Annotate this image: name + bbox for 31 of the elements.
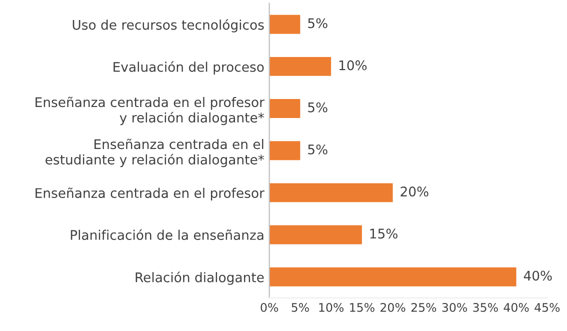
- data-label: 5%: [308, 144, 328, 154]
- x-tick-label: 25%: [411, 302, 436, 312]
- x-tick-label: 15%: [350, 302, 374, 312]
- data-label: 5%: [308, 102, 328, 112]
- data-label: 20%: [400, 186, 428, 197]
- data-label: 40%: [524, 270, 552, 281]
- x-tick-label: 35%: [473, 302, 498, 312]
- data-label: 5%: [308, 18, 328, 28]
- y-tick-label: Enseñanza centrada en el profesor: [36, 188, 264, 201]
- x-tick-label: 0%: [260, 302, 278, 312]
- x-tick-label: 45%: [534, 302, 560, 312]
- y-tick-label: Evaluación del proceso: [114, 61, 264, 74]
- bar: [269, 183, 393, 202]
- x-tick-label: 10%: [319, 302, 344, 312]
- y-tick-label: Uso de recursos tecnológicos: [72, 19, 264, 32]
- x-tick-label: 20%: [380, 302, 406, 312]
- bar: [269, 141, 300, 160]
- y-tick-label: Enseñanza centrada en el profesor y relación dialogante*: [36, 96, 264, 126]
- bar: [269, 14, 300, 34]
- bar: [269, 99, 300, 118]
- x-tick-label: 30%: [442, 302, 468, 312]
- y-tick-label: Planificación de la enseñanza: [70, 229, 264, 240]
- bar: [269, 225, 362, 244]
- x-tick-label: 40%: [504, 302, 529, 312]
- x-tick-label: 5%: [292, 302, 309, 312]
- y-tick-label: Enseñanza centrada en el estudiante y relación dialogante*: [46, 138, 264, 168]
- bar: [269, 267, 516, 286]
- bar: [269, 56, 332, 76]
- data-label: 10%: [339, 60, 367, 70]
- y-tick-label: Relación dialogante: [136, 272, 264, 285]
- data-label: 15%: [370, 228, 398, 239]
